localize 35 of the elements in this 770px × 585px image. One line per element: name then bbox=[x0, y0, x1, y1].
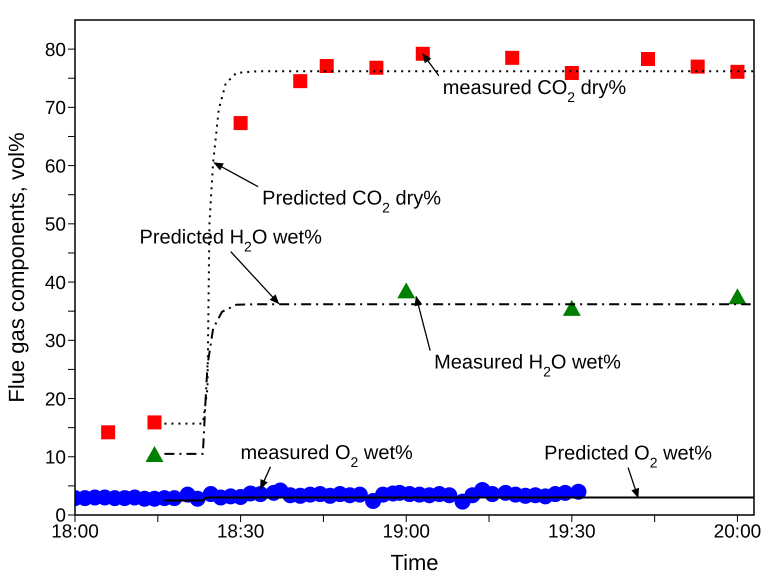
point bbox=[562, 300, 581, 316]
annotation: measured CO$_{2}$ dry% bbox=[442, 76, 626, 105]
y-tick-label: 50 bbox=[44, 214, 66, 236]
point bbox=[147, 415, 162, 430]
point bbox=[397, 282, 416, 298]
point bbox=[369, 60, 384, 75]
point bbox=[234, 116, 248, 130]
point bbox=[730, 64, 744, 79]
y-tick-label: 40 bbox=[44, 272, 66, 294]
annotation: Predicted CO$_{2}$ dry% bbox=[262, 188, 442, 216]
y-tick-label: 10 bbox=[44, 448, 66, 469]
x-tick-label: 19:00 bbox=[382, 521, 430, 542]
annotation: measured O$_{2}$ wet% bbox=[240, 442, 414, 470]
point bbox=[505, 50, 520, 65]
point bbox=[101, 425, 116, 440]
x-tick-label: 18:30 bbox=[216, 521, 264, 542]
point bbox=[728, 288, 746, 304]
point bbox=[641, 52, 656, 66]
y-tick-label: 30 bbox=[44, 331, 66, 352]
annotation: Predicted O$_{2}$ wet% bbox=[544, 442, 712, 471]
annotation: Measured H$_{2}$O wet% bbox=[434, 352, 622, 380]
point bbox=[564, 66, 579, 80]
annotation: Predicted H$_{2}$O wet% bbox=[140, 226, 322, 255]
point bbox=[320, 59, 334, 74]
y-tick-label: 20 bbox=[44, 389, 66, 410]
y-tick-label: 80 bbox=[44, 40, 66, 61]
x-tick-label: 20:00 bbox=[714, 521, 762, 542]
x-axis-title: Time bbox=[390, 550, 439, 575]
y-tick-label: 70 bbox=[44, 98, 66, 120]
y-axis-title: Flue gas components, vol% bbox=[4, 132, 29, 403]
x-tick-label: 19:30 bbox=[548, 521, 596, 542]
y-tick-label: 60 bbox=[44, 156, 66, 178]
point bbox=[293, 74, 308, 88]
point bbox=[145, 446, 164, 462]
point bbox=[690, 60, 705, 74]
